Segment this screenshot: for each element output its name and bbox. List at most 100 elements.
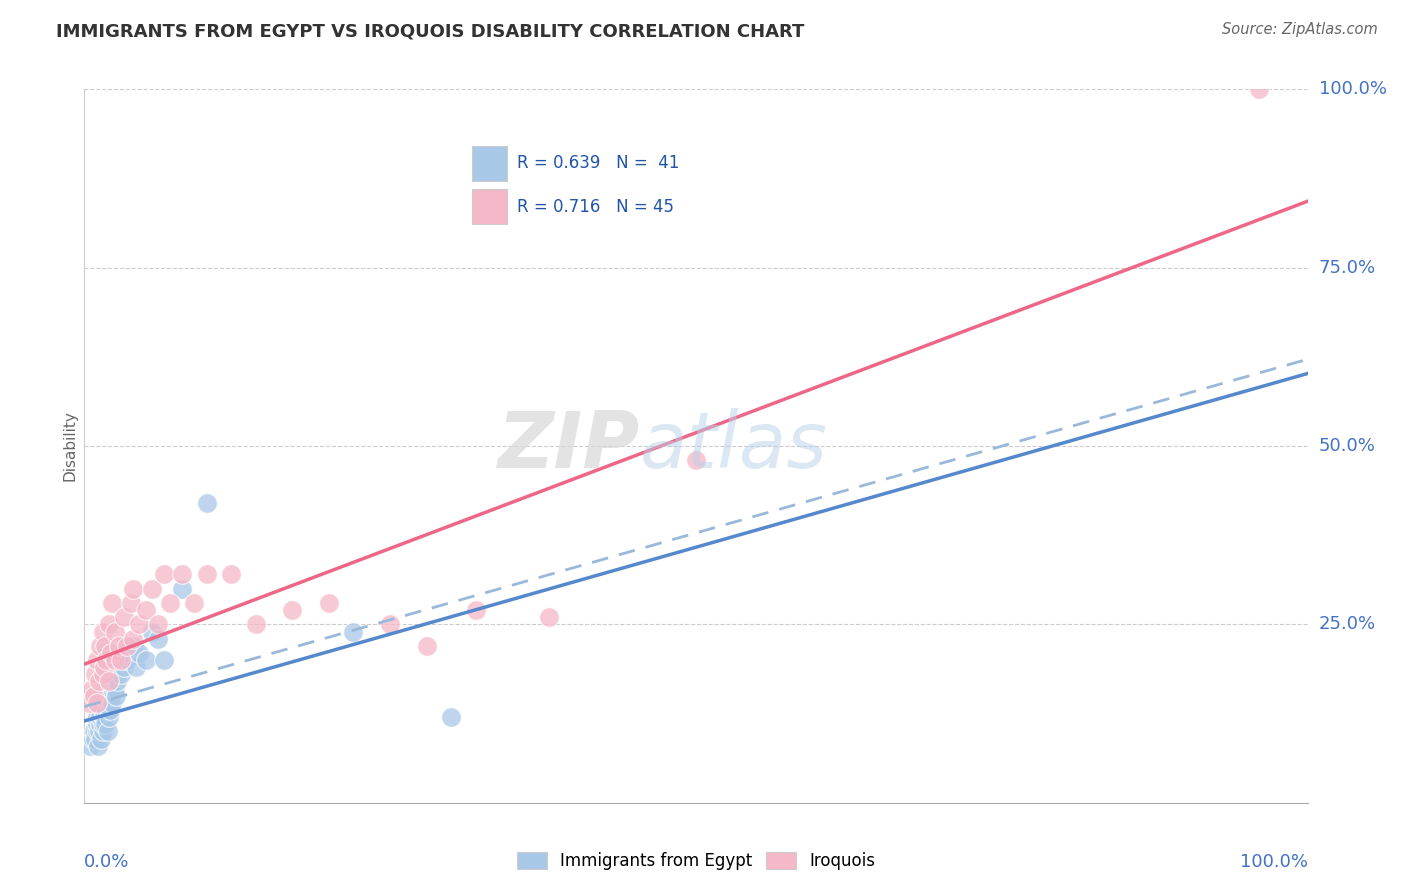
Point — [83, 689, 105, 703]
Point — [91, 724, 114, 739]
Point — [685, 453, 707, 467]
Point — [96, 653, 118, 667]
Point — [219, 567, 242, 582]
Point — [96, 703, 118, 717]
Point — [89, 717, 111, 731]
Point — [153, 567, 176, 582]
Text: 25.0%: 25.0% — [1319, 615, 1376, 633]
Point — [172, 582, 194, 596]
Text: 100.0%: 100.0% — [1240, 853, 1308, 871]
Point — [94, 717, 117, 731]
Point — [122, 639, 145, 653]
Point — [90, 731, 112, 746]
Point — [120, 596, 142, 610]
Point — [97, 696, 120, 710]
Point — [464, 603, 486, 617]
Point — [97, 617, 120, 632]
Point — [1247, 82, 1270, 96]
Point — [89, 710, 111, 724]
Point — [141, 582, 163, 596]
Point — [245, 617, 267, 632]
Point — [141, 624, 163, 639]
Point — [83, 724, 105, 739]
Point — [112, 610, 135, 624]
Point — [135, 653, 157, 667]
Point — [342, 624, 364, 639]
Point — [97, 710, 120, 724]
Bar — [471, 145, 506, 181]
Point — [135, 603, 157, 617]
Point — [105, 674, 128, 689]
Point — [172, 567, 194, 582]
Point — [94, 639, 117, 653]
Point — [146, 632, 169, 646]
Point — [93, 710, 115, 724]
Point — [86, 710, 108, 724]
Bar — [471, 189, 506, 225]
Y-axis label: Disability: Disability — [62, 410, 77, 482]
Point — [89, 639, 111, 653]
Point — [440, 710, 463, 724]
Point — [98, 703, 121, 717]
Point — [380, 617, 402, 632]
Text: ZIP: ZIP — [498, 408, 640, 484]
Point — [195, 496, 218, 510]
Point — [416, 639, 439, 653]
Point — [104, 653, 127, 667]
Text: atlas: atlas — [640, 408, 828, 484]
Point — [122, 632, 145, 646]
Point — [104, 624, 127, 639]
Point — [107, 639, 129, 653]
Point — [84, 667, 107, 681]
Point — [159, 596, 181, 610]
Point — [80, 681, 103, 696]
Point — [86, 717, 108, 731]
Point — [97, 724, 120, 739]
Point — [110, 667, 132, 681]
Point — [87, 724, 110, 739]
Text: 50.0%: 50.0% — [1319, 437, 1375, 455]
Point — [91, 717, 114, 731]
Point — [122, 582, 145, 596]
Point — [86, 724, 108, 739]
Point — [86, 653, 108, 667]
Point — [91, 667, 114, 681]
Point — [77, 696, 100, 710]
Point — [115, 653, 138, 667]
Point — [538, 610, 561, 624]
Point — [105, 689, 128, 703]
Point — [100, 689, 122, 703]
Point — [146, 617, 169, 632]
Point — [101, 696, 124, 710]
Point — [97, 674, 120, 689]
Point — [183, 596, 205, 610]
Point — [195, 567, 218, 582]
Point — [79, 739, 101, 753]
Point — [91, 624, 114, 639]
Point — [153, 653, 176, 667]
Point — [128, 646, 150, 660]
Point — [101, 596, 124, 610]
Point — [128, 617, 150, 632]
Text: 0.0%: 0.0% — [84, 853, 129, 871]
Text: Source: ZipAtlas.com: Source: ZipAtlas.com — [1222, 22, 1378, 37]
Point — [112, 660, 135, 674]
Point — [281, 603, 304, 617]
Text: 75.0%: 75.0% — [1319, 259, 1376, 277]
Point — [100, 646, 122, 660]
Point — [87, 739, 110, 753]
Text: R = 0.716   N = 45: R = 0.716 N = 45 — [517, 198, 675, 216]
Text: IMMIGRANTS FROM EGYPT VS IROQUOIS DISABILITY CORRELATION CHART: IMMIGRANTS FROM EGYPT VS IROQUOIS DISABI… — [56, 22, 804, 40]
Point — [91, 703, 114, 717]
Point — [82, 731, 104, 746]
Point — [110, 653, 132, 667]
Point — [84, 731, 107, 746]
Point — [318, 596, 340, 610]
Point — [115, 639, 138, 653]
Point — [87, 674, 110, 689]
Point — [104, 681, 127, 696]
Point — [86, 696, 108, 710]
Text: R = 0.639   N =  41: R = 0.639 N = 41 — [517, 154, 679, 172]
Point — [93, 660, 115, 674]
Text: 100.0%: 100.0% — [1319, 80, 1386, 98]
